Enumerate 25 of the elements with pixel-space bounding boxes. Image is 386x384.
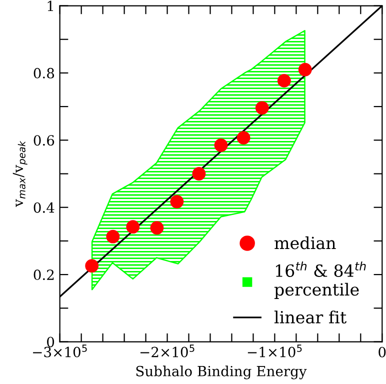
point bbox=[170, 194, 184, 208]
legend-label: 16$^{th}$ & 84$^{th}$ percentile bbox=[274, 262, 366, 299]
point bbox=[298, 62, 312, 76]
point bbox=[255, 101, 269, 115]
point bbox=[236, 131, 250, 145]
point bbox=[277, 74, 291, 88]
y-tick-label: 0.8 bbox=[34, 68, 54, 78]
y-tick-label: 0.2 bbox=[34, 270, 54, 280]
y-axis-title: v$_{max}$/v$_{peak}$ bbox=[12, 140, 28, 207]
y-tick-label: 0 bbox=[47, 336, 54, 348]
point bbox=[85, 259, 99, 273]
x-tick-label: −1×10$^{5}$ bbox=[248, 344, 302, 358]
point bbox=[126, 220, 140, 234]
x-axis-title: Subhalo Binding Energy bbox=[136, 366, 307, 380]
point bbox=[150, 221, 164, 235]
legend-label: linear fit bbox=[274, 310, 346, 324]
x-tick-label: 0 bbox=[378, 346, 386, 358]
point bbox=[192, 167, 206, 180]
point bbox=[106, 230, 120, 244]
y-tick-label: 0.6 bbox=[34, 135, 54, 146]
x-tick-label: −2×10$^{5}$ bbox=[140, 344, 194, 358]
y-tick-label: 0.4 bbox=[34, 202, 54, 213]
legend-label: median bbox=[274, 236, 336, 250]
point bbox=[214, 138, 228, 152]
y-tick-label: 1 bbox=[48, 0, 53, 12]
